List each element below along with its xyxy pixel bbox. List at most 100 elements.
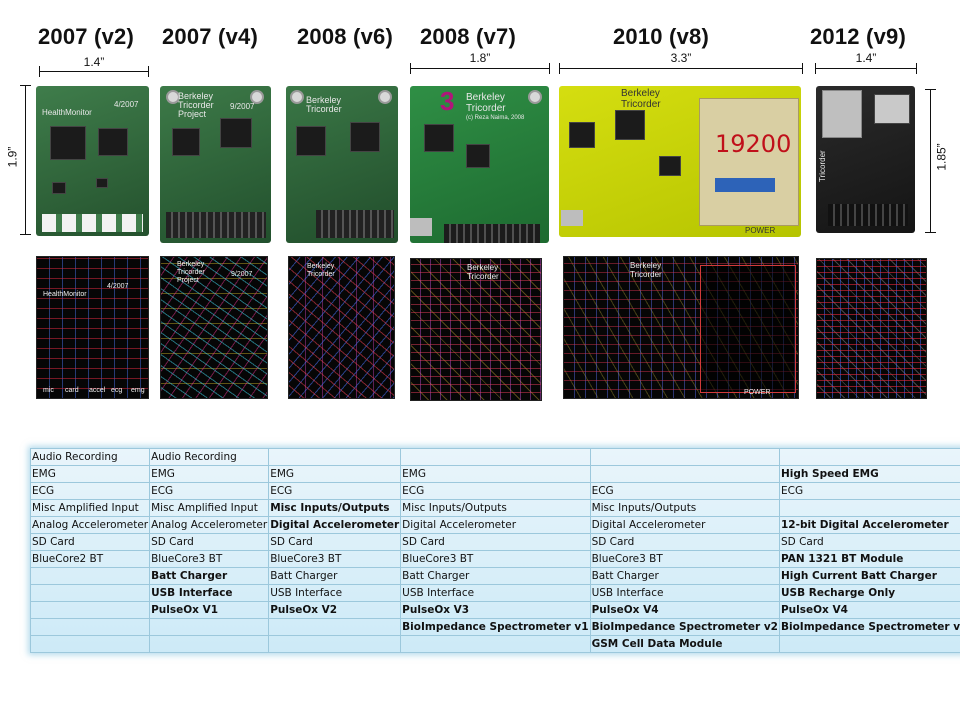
- table-cell: PAN 1321 BT Module: [778, 550, 960, 568]
- chip: [50, 126, 86, 160]
- table-cell: Analog Accelerometer: [29, 516, 151, 534]
- table-cell: ECG: [29, 482, 151, 500]
- table-cell: PulseOx V4: [589, 601, 780, 619]
- table-cell: [778, 499, 960, 517]
- label-sticker: [715, 178, 775, 192]
- table-cell: SD Card: [29, 533, 151, 551]
- version-heading: 2008 (v6): [297, 24, 393, 49]
- connector: [444, 224, 540, 243]
- table-cell: [268, 618, 402, 636]
- table-cell: PulseOx V2: [268, 601, 402, 619]
- usb-connector: [410, 218, 432, 236]
- chip: [220, 118, 252, 148]
- table-cell: USB Recharge Only: [778, 584, 960, 602]
- table-row: Batt Charger Batt Charger Batt Charger Batt…: [29, 567, 960, 585]
- board-silk-name: HealthMonitor: [42, 108, 92, 117]
- table-cell: Misc Inputs/Outputs: [589, 499, 780, 517]
- pcb-layout-v8: Berkeley Tricorder POWER: [563, 256, 799, 399]
- table-cell: [268, 635, 402, 653]
- board-photo-v6: Berkeley Tricorder: [286, 86, 398, 243]
- table-row: Audio Recording Audio Recording: [29, 448, 960, 466]
- table-cell: BlueCore3 BT: [268, 550, 402, 568]
- mount-hole: [290, 90, 304, 104]
- table-cell: USB Interface: [400, 584, 591, 602]
- version-heading: 2007 (v4): [162, 24, 258, 49]
- board-marker: 3: [440, 86, 455, 116]
- width-label: 1.4”: [855, 51, 877, 65]
- connector: [42, 214, 143, 232]
- table-cell: Misc Inputs/Outputs: [400, 499, 591, 517]
- table-cell: [29, 584, 151, 602]
- width-arrow: [815, 63, 917, 74]
- mount-hole: [378, 90, 392, 104]
- board-silk-name: Berkeley Tricorder Project: [178, 91, 214, 119]
- table-cell: EMG: [268, 465, 402, 483]
- width-arrow: [410, 63, 550, 74]
- table-row: GSM Cell Data Module: [29, 635, 960, 653]
- table-cell: SD Card: [400, 533, 591, 551]
- table-row: PulseOx V1 PulseOx V2 PulseOx V3 PulseOx V4…: [29, 601, 960, 619]
- height-label: 1.85”: [934, 143, 949, 171]
- chip: [296, 126, 326, 156]
- pcb-layout-v9: [816, 258, 927, 399]
- layout-silk-date: 4/2007: [107, 283, 129, 290]
- height-arrow: [925, 89, 936, 233]
- table-cell: ECG: [149, 482, 270, 500]
- board-silk-sub: (c) Reza Naima, 2008: [466, 115, 525, 121]
- table-cell: ECG: [400, 482, 591, 500]
- chip: [424, 124, 454, 152]
- table-cell: Misc Inputs/Outputs: [268, 499, 402, 517]
- pcb-layout-v7: Berkeley Tricorder: [410, 258, 542, 401]
- layout-connector-label: ecg: [111, 387, 123, 394]
- chip: [615, 110, 645, 140]
- layout-silk-name: Berkeley Tricorder: [630, 261, 662, 279]
- table-cell: [400, 635, 591, 653]
- height-label: 1.9”: [5, 146, 20, 168]
- table-cell: [29, 601, 151, 619]
- table-cell: High Current Batt Charger: [778, 567, 960, 585]
- gsm-module: [699, 98, 799, 226]
- table-cell: [149, 618, 270, 636]
- table-cell: [589, 448, 780, 466]
- layout-silk-name: Berkeley Tricorder: [307, 263, 335, 278]
- chip: [52, 182, 66, 194]
- table-cell: BlueCore3 BT: [400, 550, 591, 568]
- table-cell: SD Card: [268, 533, 402, 551]
- table-cell: Digital Accelerometer: [400, 516, 591, 534]
- board-photo-v4: Berkeley Tricorder Project 9/2007: [160, 86, 271, 243]
- table-cell: USB Interface: [149, 584, 270, 602]
- chip: [172, 128, 200, 156]
- table-cell: ECG: [268, 482, 402, 500]
- table-cell: PulseOx V1: [149, 601, 270, 619]
- layout-silk-name: HealthMonitor: [43, 291, 87, 298]
- table-cell: EMG: [149, 465, 270, 483]
- table-cell: Batt Charger: [589, 567, 780, 585]
- table-cell: BioImpedance Spectrometer v2: [589, 618, 780, 636]
- height-arrow: [20, 85, 31, 235]
- version-heading: 2007 (v2): [38, 24, 134, 49]
- table-cell: EMG: [400, 465, 591, 483]
- table-cell: BioImpedance Spectrometer v1: [400, 618, 591, 636]
- table-row: BioImpedance Spectrometer v1 BioImpedance…: [29, 618, 960, 636]
- sd-card-slot: [822, 90, 862, 138]
- table-row: BlueCore2 BT BlueCore3 BT BlueCore3 BT Blue…: [29, 550, 960, 568]
- width-label: 1.4”: [83, 55, 105, 69]
- table-cell: Misc Amplified Input: [29, 499, 151, 517]
- table-cell: EMG: [29, 465, 151, 483]
- connector: [166, 212, 266, 238]
- table-cell: [268, 448, 402, 466]
- chip: [350, 122, 380, 152]
- table-cell: ECG: [778, 482, 960, 500]
- table-cell: PulseOx V4: [778, 601, 960, 619]
- table-cell: Digital Accelerometer: [268, 516, 402, 534]
- table-cell: BlueCore2 BT: [29, 550, 151, 568]
- feature-table: Audio Recording Audio Recording EMG EMG EMG E…: [29, 448, 960, 653]
- table-row: USB Interface USB Interface USB Interface U…: [29, 584, 960, 602]
- mount-hole: [250, 90, 264, 104]
- board-silk-name: Tricorder: [818, 150, 827, 182]
- table-row: Analog Accelerometer Analog Accelerometer…: [29, 516, 960, 534]
- width-label: 3.3”: [670, 51, 692, 65]
- layout-connector-label: accel: [89, 387, 106, 394]
- table-cell: [149, 635, 270, 653]
- table-cell: [400, 448, 591, 466]
